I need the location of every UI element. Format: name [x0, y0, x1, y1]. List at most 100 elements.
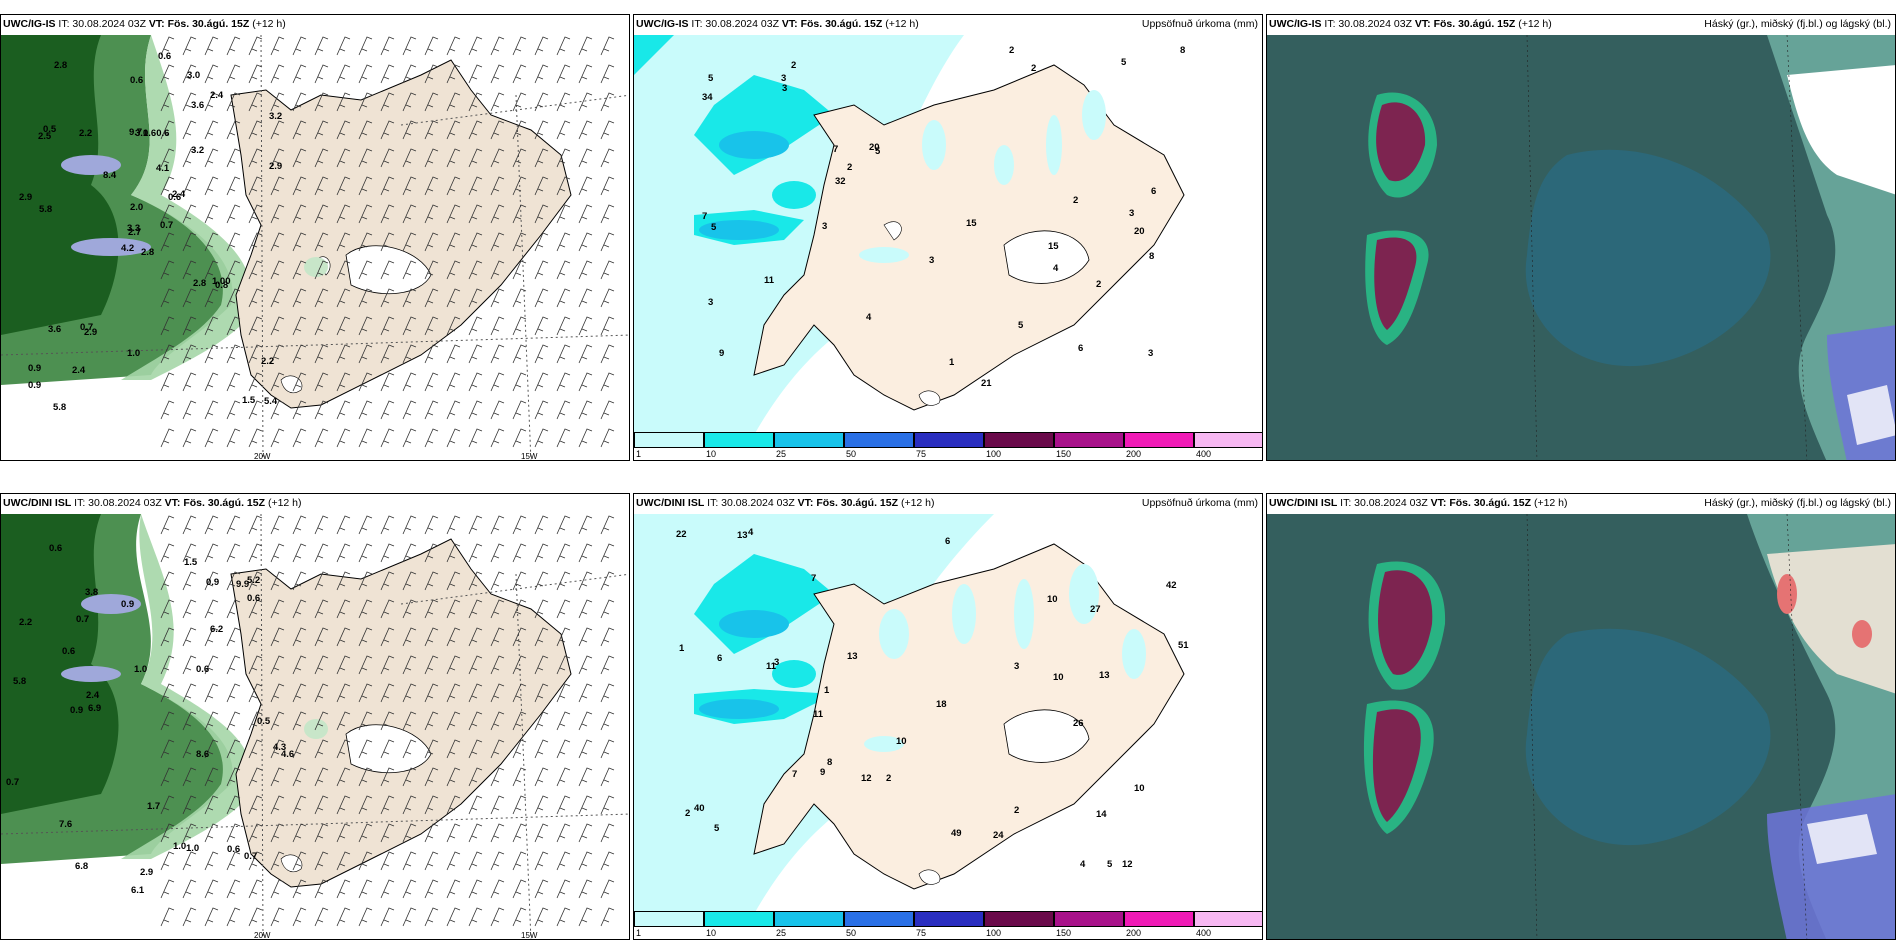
wind-barb	[314, 36, 329, 56]
wind-barb	[380, 795, 395, 815]
value-label: 18	[936, 699, 947, 710]
wind-barb	[512, 260, 527, 280]
wind-barb	[402, 120, 417, 140]
wind-barb	[248, 655, 263, 675]
colorbar-segment	[984, 911, 1054, 927]
wind-barb	[358, 428, 373, 448]
wind-barb	[512, 879, 527, 899]
wind-barb	[292, 428, 307, 448]
wind-barb	[512, 36, 527, 56]
wind-barb	[358, 36, 373, 56]
wind-barb	[556, 316, 571, 336]
wind-barb	[424, 428, 439, 448]
value-label: 5	[714, 823, 720, 834]
wind-barb	[600, 204, 615, 224]
wind-barb	[534, 120, 549, 140]
wind-barb	[424, 372, 439, 392]
wind-barb	[160, 288, 175, 308]
wind-barb	[446, 400, 461, 420]
value-label: 3.3	[127, 223, 140, 234]
value-label: 5	[708, 73, 714, 84]
wind-barb	[314, 64, 329, 84]
wind-barb	[512, 683, 527, 703]
colorbar-tick: 25	[776, 928, 787, 938]
wind-barb	[204, 260, 219, 280]
wind-barb	[380, 851, 395, 871]
wind-barb	[600, 907, 615, 927]
wind-barb	[600, 428, 615, 448]
wind-barb	[556, 148, 571, 168]
wind-barb	[534, 288, 549, 308]
wind-barb	[578, 428, 593, 448]
wind-barb	[248, 767, 263, 787]
wind-barb	[358, 515, 373, 535]
wind-barb	[534, 372, 549, 392]
wind-barb	[182, 316, 197, 336]
wind-barb	[358, 795, 373, 815]
value-label: 6.8	[75, 861, 88, 872]
value-label: 2.8	[54, 60, 67, 71]
wind-barb	[600, 627, 615, 647]
value-label: 2	[685, 808, 690, 819]
value-label: 24	[993, 830, 1004, 841]
colorbar-segment	[774, 432, 844, 448]
wind-barb	[490, 120, 505, 140]
wind-barb	[336, 92, 351, 112]
wind-barb	[248, 879, 263, 899]
wind-barb	[556, 851, 571, 871]
value-label: 7	[702, 211, 707, 222]
value-label: 11	[764, 275, 775, 286]
colorbar-tick: 50	[846, 449, 857, 459]
wind-barb	[314, 851, 329, 871]
wind-barb	[556, 823, 571, 843]
wind-barb	[204, 879, 219, 899]
wind-barb	[578, 148, 593, 168]
colorbar-segment	[1194, 911, 1262, 927]
wind-barb	[270, 36, 285, 56]
wind-barb	[468, 599, 483, 619]
wind-barb	[336, 344, 351, 364]
wind-barb	[578, 176, 593, 196]
wind-barb	[336, 316, 351, 336]
wind-barb	[490, 148, 505, 168]
precip-map: 1520925632721347534631520118532823453215…	[634, 35, 1262, 435]
wind-barb	[490, 64, 505, 84]
wind-barb	[446, 204, 461, 224]
panel-title: UWC/DINI ISL IT: 30.08.2024 03Z VT: Fös.…	[636, 497, 935, 509]
wind-barb	[314, 344, 329, 364]
wind-barb	[314, 879, 329, 899]
value-label: 9.9	[236, 579, 249, 590]
wind-barb	[270, 428, 285, 448]
wind-barb	[578, 120, 593, 140]
wind-barb	[292, 795, 307, 815]
wind-barb	[336, 711, 351, 731]
wind-barb	[468, 316, 483, 336]
wind-barb	[204, 176, 219, 196]
wind-barb	[512, 767, 527, 787]
colorbar-tick: 200	[1126, 928, 1142, 938]
wind-barb	[468, 515, 483, 535]
value-label: 0.9	[70, 705, 83, 716]
wind-barb	[490, 92, 505, 112]
wind-barb	[204, 571, 219, 591]
wind-barb	[424, 655, 439, 675]
wind-barb	[424, 599, 439, 619]
value-label: 2.9	[269, 161, 282, 172]
colorbar-segment	[634, 432, 704, 448]
wind-barb	[270, 655, 285, 675]
value-label: 6.1	[131, 885, 145, 896]
value-label: 42	[1166, 580, 1177, 591]
value-label: 2.9	[84, 327, 97, 338]
wind-barb	[446, 795, 461, 815]
wind-barb	[358, 92, 373, 112]
value-label: 2.0	[130, 202, 143, 213]
value-label: 49	[951, 828, 962, 839]
value-label: 2	[1031, 63, 1036, 74]
wind-barb	[512, 92, 527, 112]
wind-barb	[380, 400, 395, 420]
cloud-map	[1267, 35, 1895, 460]
wind-barb	[424, 400, 439, 420]
colorbar-segment	[634, 911, 704, 927]
wind-barb	[204, 288, 219, 308]
wind-barb	[600, 879, 615, 899]
